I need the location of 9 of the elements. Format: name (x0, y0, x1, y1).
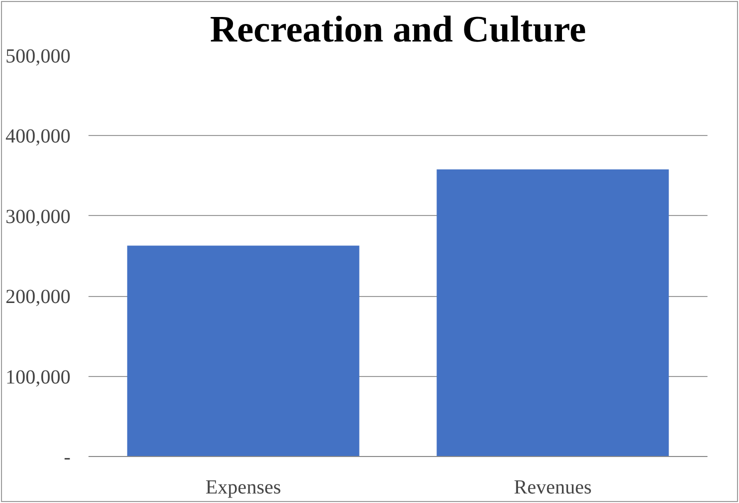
y-tick-label: 300,000 (6, 206, 70, 228)
y-tick-label: 400,000 (6, 126, 70, 148)
y-tick-label: 100,000 (6, 366, 70, 388)
y-tick-label: 500,000 (6, 46, 70, 68)
x-tick-label: Revenues (514, 476, 592, 498)
y-tick-label: 200,000 (6, 286, 70, 308)
chart-title: Recreation and Culture (210, 10, 586, 50)
x-tick-label: Expenses (205, 476, 282, 498)
y-tick-label: - (64, 446, 71, 468)
